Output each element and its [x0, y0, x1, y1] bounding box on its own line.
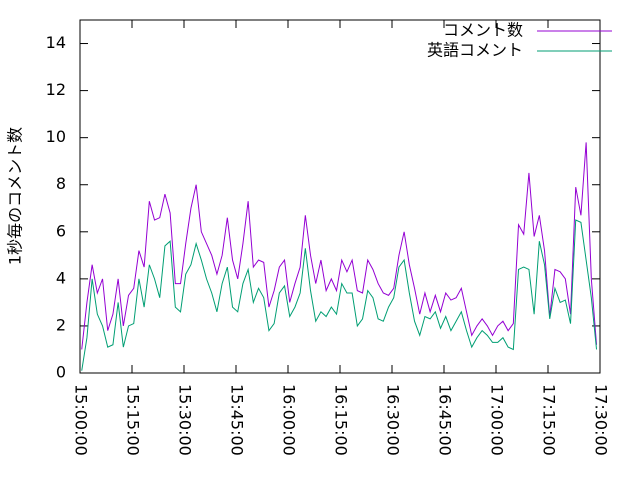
x-tick-label: 16:45:00: [436, 384, 455, 456]
series-line: [81, 142, 598, 350]
y-tick-label: 2: [56, 315, 66, 334]
x-tick-label: 15:00:00: [72, 384, 91, 456]
y-axis-label: 1秒毎のコメント数: [6, 127, 25, 265]
x-tick-label: 17:00:00: [488, 384, 507, 456]
x-tick-label: 15:45:00: [228, 384, 247, 456]
plot-frame: [79, 19, 601, 374]
x-tick-label: 16:30:00: [384, 384, 403, 456]
y-tick-label: 10: [46, 127, 66, 146]
y-tick-label: 8: [56, 174, 66, 193]
y-tick-label: 6: [56, 221, 66, 240]
y-tick-label: 0: [56, 363, 66, 382]
x-tick-label: 17:30:00: [592, 384, 611, 456]
y-tick-label: 12: [46, 80, 66, 99]
x-tick-label: 17:15:00: [540, 384, 559, 456]
legend-label: コメント数: [443, 21, 523, 40]
x-tick-label: 16:00:00: [280, 384, 299, 456]
legend-label: 英語コメント: [427, 41, 523, 60]
y-tick-label: 4: [56, 268, 66, 287]
y-tick-label: 14: [46, 33, 66, 52]
x-tick-label: 15:30:00: [176, 384, 195, 456]
series-line: [81, 219, 598, 371]
x-tick-label: 15:15:00: [124, 384, 143, 456]
x-tick-label: 16:15:00: [332, 384, 351, 456]
